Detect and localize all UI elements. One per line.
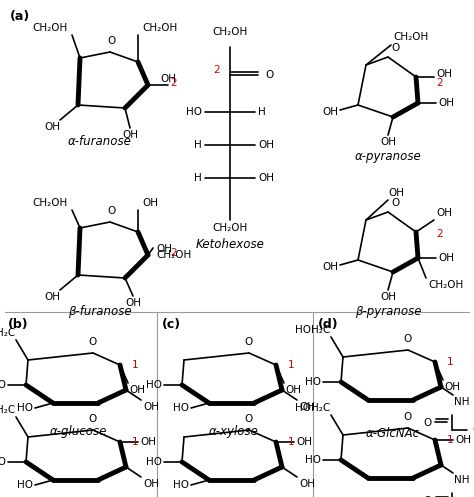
Text: CH₂OH: CH₂OH bbox=[428, 280, 463, 290]
Text: H: H bbox=[194, 140, 202, 150]
Text: 1: 1 bbox=[132, 360, 138, 370]
Text: HO: HO bbox=[0, 380, 6, 390]
Text: OH: OH bbox=[122, 130, 138, 140]
Text: OH: OH bbox=[143, 402, 159, 412]
Text: O: O bbox=[391, 43, 399, 53]
Text: OH: OH bbox=[322, 107, 338, 117]
Text: HO: HO bbox=[17, 403, 33, 413]
Text: CH₂OH: CH₂OH bbox=[156, 250, 191, 260]
Text: OH: OH bbox=[380, 137, 396, 147]
Text: OH: OH bbox=[438, 253, 454, 263]
Text: α-xylose: α-xylose bbox=[209, 425, 259, 438]
Text: α-furanose: α-furanose bbox=[68, 135, 132, 148]
Text: OH: OH bbox=[380, 292, 396, 302]
Text: OH: OH bbox=[160, 74, 176, 84]
Text: OH: OH bbox=[258, 173, 274, 183]
Text: 2: 2 bbox=[436, 78, 443, 88]
Text: OH: OH bbox=[125, 298, 141, 308]
Text: OH: OH bbox=[436, 208, 452, 218]
Text: HO: HO bbox=[0, 457, 6, 467]
Text: β-furanose: β-furanose bbox=[68, 305, 132, 318]
Text: OH: OH bbox=[322, 262, 338, 272]
Text: O: O bbox=[89, 337, 97, 347]
Text: OH: OH bbox=[436, 69, 452, 79]
Text: CH₂OH: CH₂OH bbox=[33, 198, 68, 208]
Text: OH: OH bbox=[388, 188, 404, 198]
Text: OH: OH bbox=[156, 244, 172, 254]
Text: O: O bbox=[391, 198, 399, 208]
Text: OH: OH bbox=[299, 479, 315, 489]
Text: OH: OH bbox=[44, 292, 60, 302]
Text: β-pyranose: β-pyranose bbox=[355, 305, 421, 318]
Text: HOH₂C: HOH₂C bbox=[0, 328, 15, 338]
Text: α-GlcNAc: α-GlcNAc bbox=[366, 427, 420, 440]
Text: Ketohexose: Ketohexose bbox=[196, 238, 264, 251]
Text: HO: HO bbox=[146, 457, 162, 467]
Text: CH₂OH: CH₂OH bbox=[212, 27, 247, 37]
Text: CH₂OH: CH₂OH bbox=[142, 23, 177, 33]
Text: HO: HO bbox=[305, 377, 321, 387]
Text: O: O bbox=[424, 496, 432, 497]
Text: H: H bbox=[194, 173, 202, 183]
Text: OH: OH bbox=[129, 385, 145, 395]
Text: HO: HO bbox=[17, 480, 33, 490]
Text: α-pyranose: α-pyranose bbox=[355, 150, 421, 163]
Text: OH: OH bbox=[438, 98, 454, 108]
Text: O: O bbox=[265, 70, 273, 80]
Text: CH₂OH: CH₂OH bbox=[393, 32, 428, 42]
Text: HO: HO bbox=[186, 107, 202, 117]
Text: 2: 2 bbox=[170, 248, 177, 258]
Text: CH₂OH: CH₂OH bbox=[33, 23, 68, 33]
Text: HO: HO bbox=[173, 403, 189, 413]
Text: α-glucose: α-glucose bbox=[49, 425, 107, 438]
Text: 1: 1 bbox=[132, 437, 138, 447]
Text: OH: OH bbox=[444, 382, 460, 392]
Text: 1: 1 bbox=[288, 437, 295, 447]
Text: 1: 1 bbox=[288, 360, 295, 370]
Text: O: O bbox=[89, 414, 97, 424]
Text: O: O bbox=[245, 337, 253, 347]
Text: OH: OH bbox=[143, 479, 159, 489]
Text: OH: OH bbox=[285, 385, 301, 395]
Text: (d): (d) bbox=[318, 318, 338, 331]
Text: O: O bbox=[245, 414, 253, 424]
Text: O: O bbox=[108, 36, 116, 46]
Text: (b): (b) bbox=[8, 318, 28, 331]
Text: CH₃: CH₃ bbox=[472, 425, 474, 435]
Text: 2: 2 bbox=[436, 229, 443, 239]
Text: O: O bbox=[424, 418, 432, 428]
Text: (c): (c) bbox=[162, 318, 181, 331]
Text: 1: 1 bbox=[447, 357, 454, 367]
Text: 2: 2 bbox=[213, 65, 220, 75]
Text: OH: OH bbox=[258, 140, 274, 150]
Text: OH: OH bbox=[455, 435, 471, 445]
Text: H: H bbox=[258, 107, 266, 117]
Text: NH: NH bbox=[454, 475, 470, 485]
Text: OH: OH bbox=[299, 402, 315, 412]
Text: 2: 2 bbox=[170, 78, 177, 88]
Text: OH: OH bbox=[140, 437, 156, 447]
Text: O: O bbox=[404, 334, 412, 344]
Text: OH: OH bbox=[142, 198, 158, 208]
Text: NH: NH bbox=[454, 397, 470, 407]
Text: OH: OH bbox=[296, 437, 312, 447]
Text: HOH₂C: HOH₂C bbox=[295, 403, 330, 413]
Text: (a): (a) bbox=[10, 10, 30, 23]
Text: HO: HO bbox=[146, 380, 162, 390]
Text: CH₂OH: CH₂OH bbox=[212, 223, 247, 233]
Text: HO: HO bbox=[173, 480, 189, 490]
Text: HOH₂C: HOH₂C bbox=[0, 405, 15, 415]
Text: HOH₂C: HOH₂C bbox=[295, 325, 330, 335]
Text: OH: OH bbox=[44, 122, 60, 132]
Text: 1: 1 bbox=[447, 435, 454, 445]
Text: O: O bbox=[404, 412, 412, 422]
Text: HO: HO bbox=[305, 455, 321, 465]
Text: O: O bbox=[108, 206, 116, 216]
